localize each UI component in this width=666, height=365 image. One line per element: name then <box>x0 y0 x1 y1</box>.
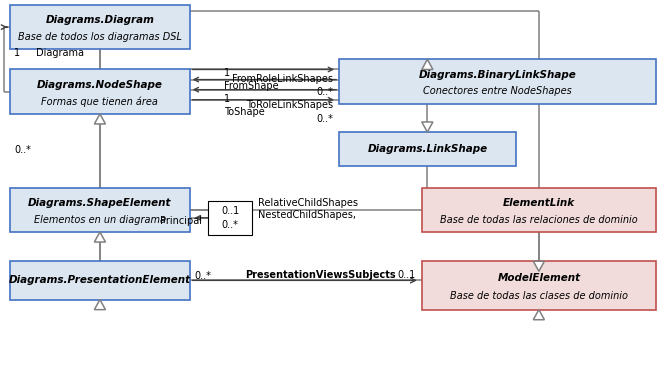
Text: Conectores entre NodeShapes: Conectores entre NodeShapes <box>423 87 572 96</box>
Text: Diagrams.PresentationElement: Diagrams.PresentationElement <box>9 275 191 285</box>
Text: ElementLink: ElementLink <box>503 198 575 208</box>
Text: ModelElement: ModelElement <box>498 273 580 283</box>
Polygon shape <box>533 261 544 271</box>
Text: Base de todas las clases de dominio: Base de todas las clases de dominio <box>450 291 628 301</box>
Text: Elementos en un diagrama: Elementos en un diagrama <box>34 215 166 224</box>
Text: Base de todas las relaciones de dominio: Base de todas las relaciones de dominio <box>440 215 638 224</box>
Text: Diagrams.NodeShape: Diagrams.NodeShape <box>37 80 163 90</box>
Text: Diagrams.BinaryLinkShape: Diagrams.BinaryLinkShape <box>419 70 576 80</box>
Text: FromShape: FromShape <box>224 81 278 91</box>
Polygon shape <box>422 59 433 69</box>
FancyBboxPatch shape <box>422 188 656 232</box>
FancyBboxPatch shape <box>10 261 190 300</box>
Text: 0..1: 0..1 <box>398 270 416 280</box>
FancyBboxPatch shape <box>10 188 190 232</box>
Polygon shape <box>95 232 105 242</box>
Text: 0..*: 0..* <box>316 87 333 97</box>
FancyBboxPatch shape <box>339 132 515 166</box>
Polygon shape <box>95 300 105 310</box>
Polygon shape <box>533 310 544 320</box>
Text: PresentationViewsSubjects: PresentationViewsSubjects <box>246 270 396 280</box>
Text: RelativeChildShapes: RelativeChildShapes <box>258 198 358 208</box>
FancyBboxPatch shape <box>339 59 656 104</box>
Text: 0..1: 0..1 <box>221 206 239 216</box>
Text: Formas que tienen área: Formas que tienen área <box>41 96 159 107</box>
Text: 1: 1 <box>14 48 20 58</box>
Text: 1: 1 <box>224 94 230 104</box>
Polygon shape <box>95 114 105 124</box>
FancyBboxPatch shape <box>10 5 190 49</box>
Text: Diagrams.Diagram: Diagrams.Diagram <box>45 15 155 26</box>
Text: Diagrams.LinkShape: Diagrams.LinkShape <box>367 144 488 154</box>
Text: 1: 1 <box>224 68 230 77</box>
Text: FromRoleLinkShapes: FromRoleLinkShapes <box>232 74 333 84</box>
Text: 0..*: 0..* <box>222 220 238 230</box>
Text: Diagrams.ShapeElement: Diagrams.ShapeElement <box>28 198 172 208</box>
FancyBboxPatch shape <box>10 69 190 114</box>
Text: ToRoleLinkShapes: ToRoleLinkShapes <box>246 100 333 110</box>
FancyBboxPatch shape <box>422 261 656 310</box>
FancyBboxPatch shape <box>208 201 252 235</box>
Text: 0..*: 0..* <box>316 114 333 124</box>
Text: Principal: Principal <box>160 216 202 226</box>
Text: 0..*: 0..* <box>14 145 31 155</box>
Text: NestedChildShapes,: NestedChildShapes, <box>258 210 356 220</box>
Polygon shape <box>422 122 433 132</box>
Text: Diagrama: Diagrama <box>37 48 85 58</box>
Text: ToShape: ToShape <box>224 107 265 117</box>
Text: Base de todos los diagramas DSL: Base de todos los diagramas DSL <box>18 32 182 42</box>
Text: 0..*: 0..* <box>194 271 212 281</box>
